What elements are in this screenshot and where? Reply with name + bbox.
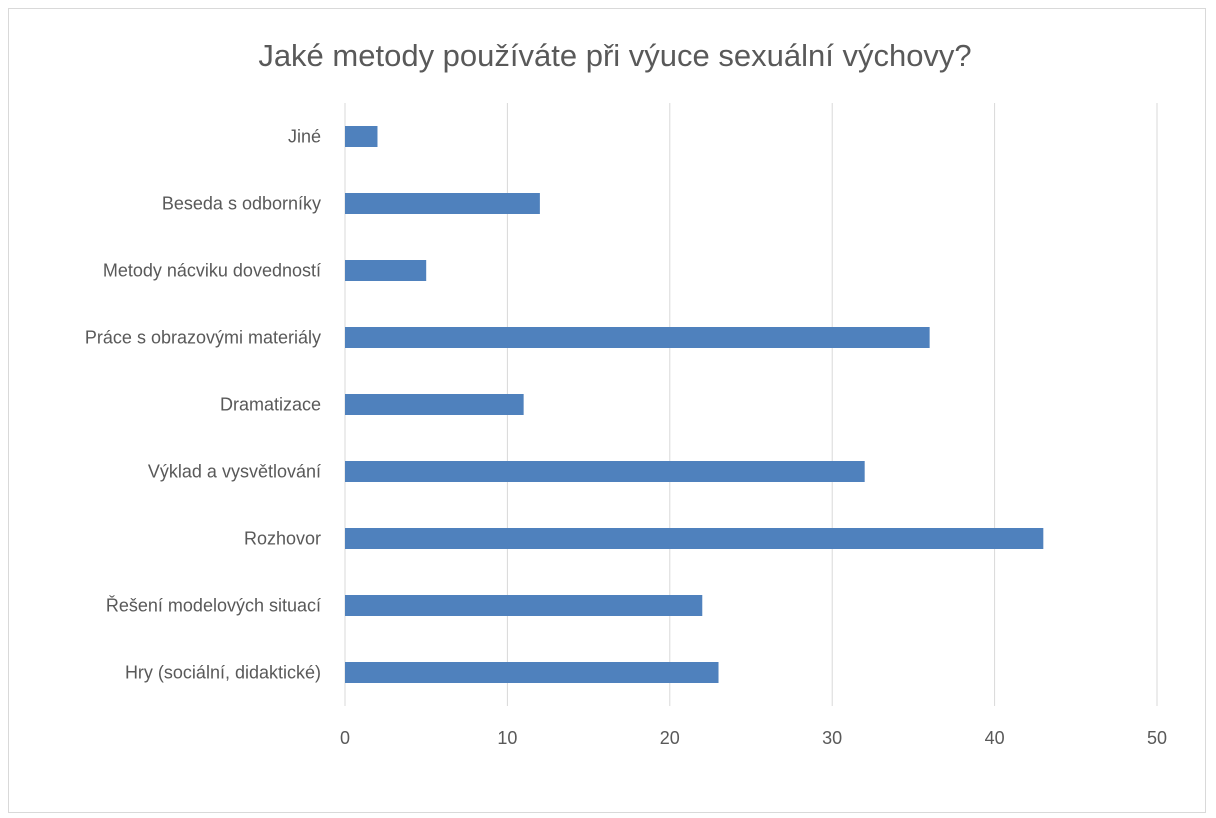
bar bbox=[345, 595, 703, 616]
x-tick-label: 50 bbox=[1147, 728, 1167, 748]
x-tick-label: 10 bbox=[497, 728, 517, 748]
category-label: Dramatizace bbox=[220, 395, 321, 415]
category-labels: Jiné Beseda s odborníky Metody nácviku dov… bbox=[85, 127, 321, 683]
x-tick-label: 30 bbox=[822, 728, 842, 748]
bar bbox=[345, 260, 427, 281]
bar bbox=[345, 662, 719, 683]
category-label: Rozhovor bbox=[244, 529, 321, 549]
x-tick-label: 40 bbox=[985, 728, 1005, 748]
x-tick-label: 20 bbox=[660, 728, 680, 748]
bars bbox=[345, 126, 1044, 683]
bar bbox=[345, 327, 930, 348]
chart-title: Jaké metody používáte při výuce sexuální… bbox=[258, 38, 972, 73]
bar bbox=[345, 461, 865, 482]
bar bbox=[345, 528, 1044, 549]
category-label: Hry (sociální, didaktické) bbox=[125, 663, 321, 683]
bar bbox=[345, 126, 378, 147]
category-label: Výklad a vysvětlování bbox=[148, 462, 321, 482]
x-tick-label: 0 bbox=[340, 728, 350, 748]
bar bbox=[345, 394, 524, 415]
category-label: Beseda s odborníky bbox=[162, 194, 321, 214]
category-label: Metody nácviku dovedností bbox=[103, 261, 321, 281]
category-label: Řešení modelových situací bbox=[106, 596, 321, 616]
category-label: Jiné bbox=[288, 127, 321, 147]
x-tick-labels: 0 10 20 30 40 50 bbox=[340, 728, 1167, 748]
bar bbox=[345, 193, 540, 214]
category-label: Práce s obrazovými materiály bbox=[85, 328, 321, 348]
